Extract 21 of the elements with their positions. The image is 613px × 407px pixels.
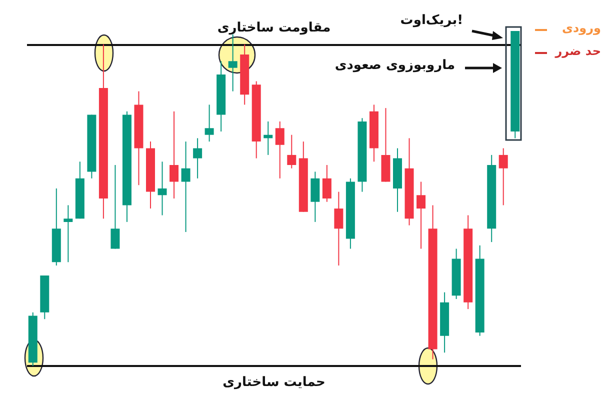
candlestick	[110, 164, 120, 250]
candlestick	[322, 164, 332, 202]
text: حد ضرر	[554, 44, 602, 58]
candlestick	[228, 34, 238, 92]
candlestick	[275, 120, 284, 179]
candlestick	[158, 161, 167, 216]
candlestick	[170, 110, 179, 199]
ref-line-label: حمایت ساختاری	[222, 375, 326, 390]
annotation: ماروبوزوی صعودی	[334, 58, 456, 73]
text: ورودی	[562, 21, 601, 35]
candlestick	[287, 134, 296, 169]
ref-line-label: مقاومت ساختاری	[217, 20, 331, 36]
candlestick	[64, 204, 73, 263]
candlestick	[310, 171, 320, 222]
candlestick	[416, 181, 426, 250]
candlestick	[193, 138, 202, 179]
candlestick	[204, 104, 214, 142]
text: بریک‌اوت!	[400, 13, 464, 28]
candlestick	[498, 148, 508, 206]
candlestick	[334, 191, 344, 266]
candlestick	[181, 141, 190, 232]
